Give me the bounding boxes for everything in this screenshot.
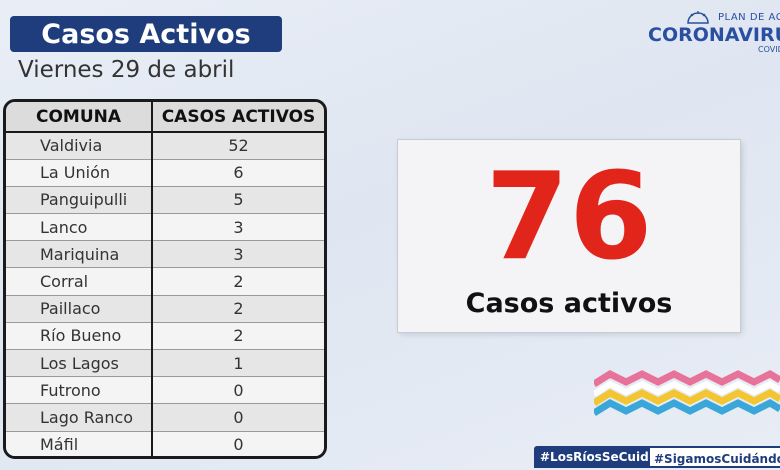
table-row: Los Lagos 1 <box>6 349 324 378</box>
comuna-cell: Los Lagos <box>6 349 153 378</box>
casos-cell: 2 <box>152 295 324 323</box>
casos-cell: 0 <box>152 431 324 456</box>
comuna-cell: Panguipulli <box>6 186 153 215</box>
logo-plan-text: PLAN DE ACCI <box>718 12 780 23</box>
casos-cell: 5 <box>152 186 324 215</box>
casos-cell: 3 <box>152 240 324 269</box>
table-row: Lago Ranco 0 <box>6 403 324 432</box>
total-label: Casos activos <box>465 288 673 319</box>
total-number: 76 <box>485 148 653 287</box>
table-row: Lanco 3 <box>6 213 324 242</box>
casos-cell: 1 <box>152 349 324 378</box>
comuna-cell: Lago Ranco <box>6 403 153 432</box>
table-row: Panguipulli 5 <box>6 186 324 215</box>
table-row: Paillaco 2 <box>6 295 324 323</box>
table-row: Corral 2 <box>6 267 324 296</box>
date-subtitle: Viernes 29 de abril <box>18 57 235 83</box>
comuna-cell: Corral <box>6 267 153 296</box>
table-row: Futrono 0 <box>6 376 324 405</box>
header-comuna: COMUNA <box>6 102 153 133</box>
wave-stripes-icon <box>594 370 780 416</box>
casos-cell: 0 <box>152 403 324 432</box>
sun-logo-icon <box>687 11 709 24</box>
table-row: Máfil 0 <box>6 431 324 456</box>
title-banner: Casos Activos <box>10 16 282 52</box>
hashtag-sigamos: #SigamosCuidándon <box>648 446 780 468</box>
comuna-cell: Valdivia <box>6 132 153 160</box>
casos-cell: 2 <box>152 267 324 296</box>
comuna-cell: Mariquina <box>6 240 153 269</box>
logo-brand-text: CORONAVIRU <box>648 24 780 46</box>
comuna-cell: Futrono <box>6 376 153 405</box>
casos-cell: 3 <box>152 213 324 242</box>
comuna-cell: Lanco <box>6 213 153 242</box>
table-row: Mariquina 3 <box>6 240 324 269</box>
table-header-row: COMUNA CASOS ACTIVOS <box>6 102 324 133</box>
casos-cell: 6 <box>152 159 324 187</box>
gobierno-logo: PLAN DE ACCI CORONAVIRU COVID <box>640 8 780 56</box>
casos-cell: 0 <box>152 376 324 405</box>
table-row: Valdivia 52 <box>6 132 324 160</box>
table-row: Río Bueno 2 <box>6 322 324 351</box>
comuna-cell: Máfil <box>6 431 153 456</box>
casos-cell: 2 <box>152 322 324 351</box>
table-row: La Unión 6 <box>6 159 324 187</box>
header-casos: CASOS ACTIVOS <box>152 102 324 133</box>
comuna-cell: Paillaco <box>6 295 153 323</box>
page-title: Casos Activos <box>41 18 251 50</box>
casos-table: COMUNA CASOS ACTIVOS Valdivia 52 La Unión 6… <box>3 99 327 459</box>
comuna-cell: La Unión <box>6 159 153 187</box>
logo-sub-text: COVID <box>758 45 780 54</box>
casos-cell: 52 <box>152 132 324 160</box>
comuna-cell: Río Bueno <box>6 322 153 351</box>
total-card: 76 Casos activos <box>398 140 740 332</box>
hashtag-los-rios: #LosRíosSeCuida <box>534 446 663 468</box>
